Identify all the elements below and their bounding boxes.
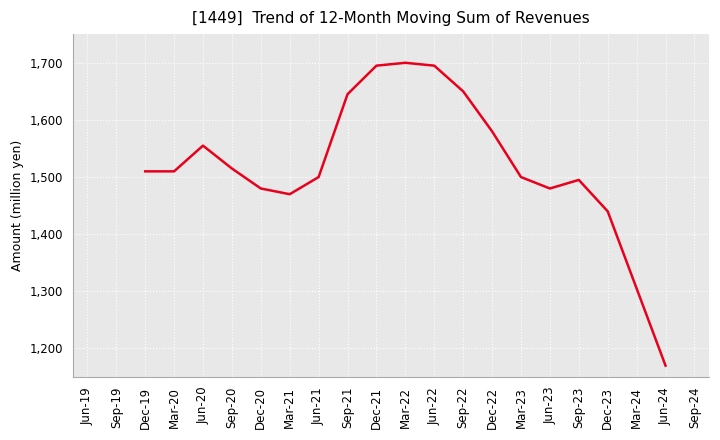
Y-axis label: Amount (million yen): Amount (million yen) <box>11 140 24 271</box>
Title: [1449]  Trend of 12-Month Moving Sum of Revenues: [1449] Trend of 12-Month Moving Sum of R… <box>192 11 590 26</box>
